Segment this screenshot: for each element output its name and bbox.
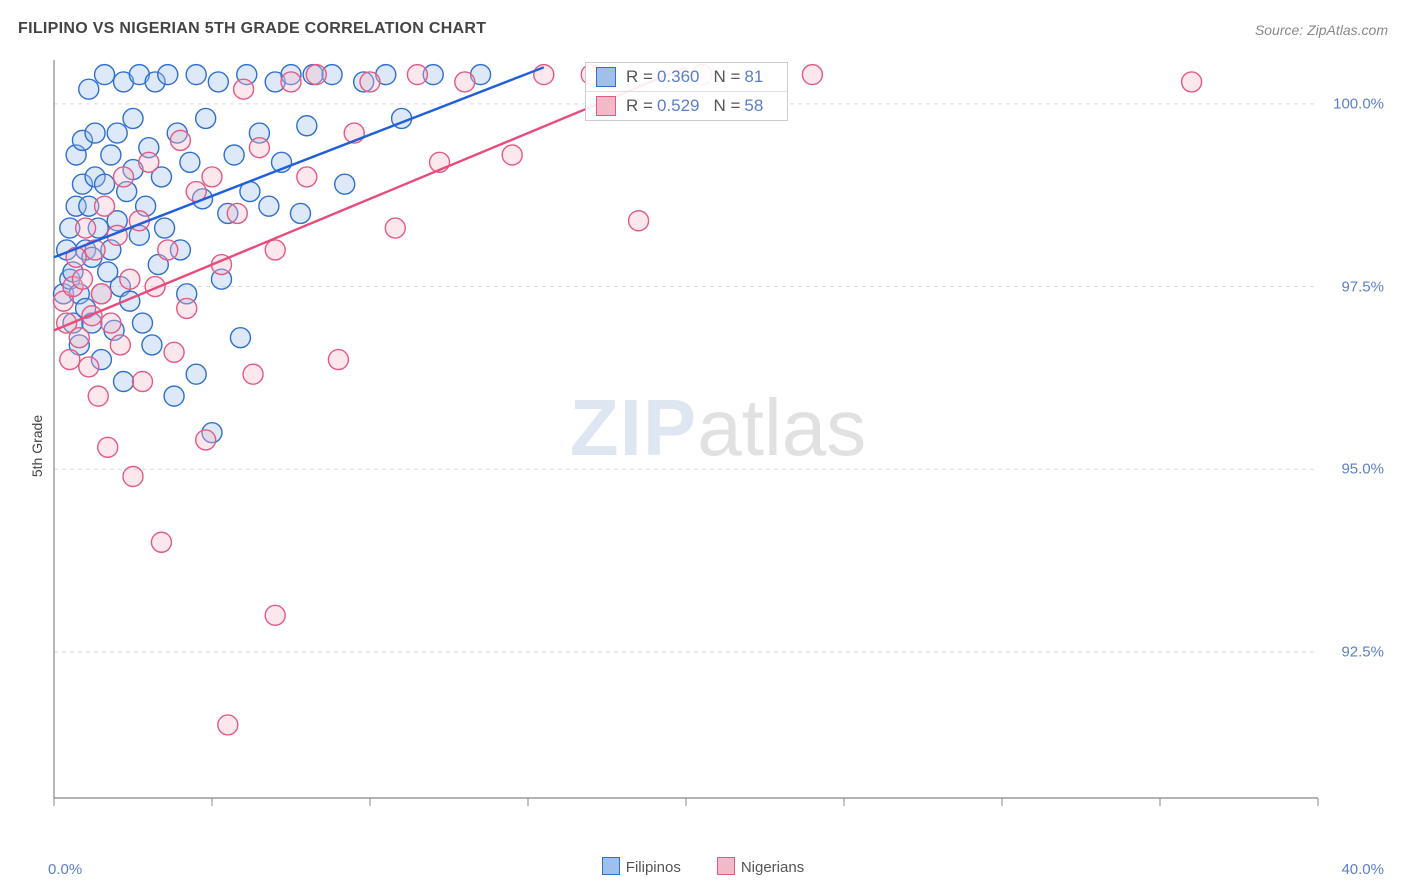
- data-point: [120, 269, 140, 289]
- data-point: [170, 130, 190, 150]
- data-point: [224, 145, 244, 165]
- data-point: [306, 65, 326, 85]
- data-point: [95, 196, 115, 216]
- data-point: [202, 167, 222, 187]
- data-point: [164, 386, 184, 406]
- y-tick-label: 100.0%: [1333, 95, 1384, 112]
- data-point: [802, 65, 822, 85]
- data-point: [360, 72, 380, 92]
- data-point: [155, 218, 175, 238]
- data-point: [132, 313, 152, 333]
- y-tick-label: 97.5%: [1341, 278, 1384, 295]
- y-tick-label: 92.5%: [1341, 643, 1384, 660]
- data-point: [123, 466, 143, 486]
- data-point: [290, 203, 310, 223]
- stats-row: R =0.360N = 81: [586, 63, 787, 92]
- data-point: [114, 167, 134, 187]
- data-point: [79, 79, 99, 99]
- data-point: [281, 72, 301, 92]
- data-point: [629, 211, 649, 231]
- data-point: [196, 108, 216, 128]
- source-label: Source: ZipAtlas.com: [1255, 22, 1388, 38]
- data-point: [88, 386, 108, 406]
- data-point: [139, 152, 159, 172]
- legend: Filipinos Nigerians: [0, 857, 1406, 876]
- data-point: [502, 145, 522, 165]
- data-point: [142, 335, 162, 355]
- data-point: [208, 72, 228, 92]
- data-point: [151, 532, 171, 552]
- data-point: [230, 328, 250, 348]
- legend-item: Filipinos: [602, 859, 681, 876]
- chart-title: FILIPINO VS NIGERIAN 5TH GRADE CORRELATI…: [18, 20, 486, 37]
- data-point: [79, 357, 99, 377]
- data-point: [1182, 72, 1202, 92]
- legend-item: Nigerians: [717, 859, 804, 876]
- legend-swatch: [717, 857, 735, 875]
- data-point: [132, 372, 152, 392]
- data-point: [265, 605, 285, 625]
- data-point: [98, 437, 118, 457]
- data-point: [297, 116, 317, 136]
- data-point: [180, 152, 200, 172]
- data-point: [158, 65, 178, 85]
- data-point: [259, 196, 279, 216]
- data-point: [265, 240, 285, 260]
- legend-swatch: [602, 857, 620, 875]
- data-point: [196, 430, 216, 450]
- data-point: [385, 218, 405, 238]
- y-tick-label: 95.0%: [1341, 461, 1384, 478]
- data-point: [69, 328, 89, 348]
- data-point: [297, 167, 317, 187]
- data-point: [249, 138, 269, 158]
- scatter-chart: [48, 58, 1388, 828]
- legend-swatch: [596, 96, 616, 116]
- data-point: [186, 65, 206, 85]
- data-point: [95, 174, 115, 194]
- data-point: [114, 372, 134, 392]
- data-point: [72, 269, 92, 289]
- data-point: [101, 313, 121, 333]
- data-point: [164, 342, 184, 362]
- data-point: [243, 364, 263, 384]
- data-point: [158, 240, 178, 260]
- data-point: [455, 72, 475, 92]
- data-point: [186, 364, 206, 384]
- chart-area: ZIPatlas R =0.360N = 81R =0.529N = 58 92…: [48, 58, 1388, 828]
- data-point: [218, 715, 238, 735]
- legend-swatch: [596, 67, 616, 87]
- data-point: [101, 145, 121, 165]
- data-point: [91, 284, 111, 304]
- y-axis-label: 5th Grade: [29, 415, 45, 477]
- data-point: [76, 218, 96, 238]
- data-point: [123, 108, 143, 128]
- data-point: [227, 203, 247, 223]
- data-point: [407, 65, 427, 85]
- data-point: [328, 350, 348, 370]
- x-axis-max-label: 40.0%: [1341, 861, 1384, 878]
- correlation-stats-box: R =0.360N = 81R =0.529N = 58: [585, 62, 788, 121]
- x-axis-min-label: 0.0%: [48, 861, 82, 878]
- data-point: [110, 335, 130, 355]
- stats-row: R =0.529N = 58: [586, 92, 787, 120]
- data-point: [60, 350, 80, 370]
- data-point: [107, 123, 127, 143]
- data-point: [335, 174, 355, 194]
- data-point: [234, 79, 254, 99]
- data-point: [177, 298, 197, 318]
- data-point: [85, 123, 105, 143]
- data-point: [95, 65, 115, 85]
